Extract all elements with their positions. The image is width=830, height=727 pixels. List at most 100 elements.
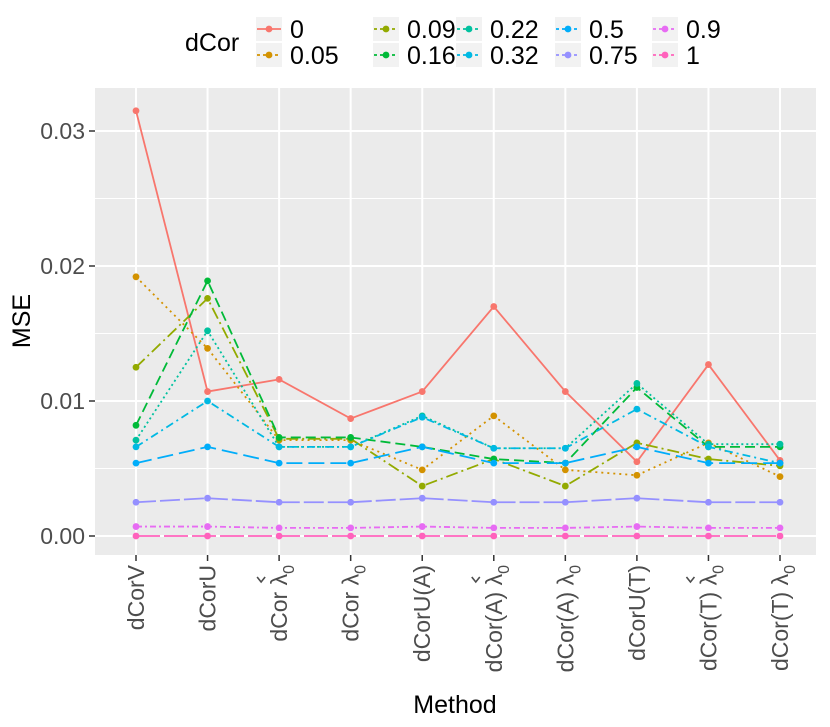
data-point: [418, 482, 426, 490]
series-0.75: [132, 494, 784, 506]
data-point: [275, 434, 283, 441]
legend-key-point: [465, 25, 473, 33]
legend-label: 0.09: [407, 16, 456, 44]
series-line-0.22: [135, 329, 780, 450]
data-point: [275, 459, 283, 467]
x-tick-label-subscript: 0: [567, 565, 584, 574]
legend-title: dCor: [185, 29, 239, 57]
data-point: [132, 363, 140, 371]
legend-label: 0.75: [589, 42, 638, 70]
series-line-0.5: [135, 445, 780, 465]
data-point: [561, 459, 569, 467]
data-point: [132, 523, 140, 530]
data-point: [204, 388, 211, 395]
y-axis-title: MSE: [8, 294, 36, 348]
data-point: [490, 303, 498, 310]
legend-key-point: [564, 51, 572, 59]
data-point: [418, 494, 426, 502]
data-point: [705, 498, 712, 506]
x-tick-label-subscript: 0: [710, 565, 727, 574]
data-point: [132, 107, 140, 115]
x-tick-label: dCorV: [123, 564, 149, 630]
x-tick-label: dCor λ0: [266, 565, 298, 642]
data-point: [490, 412, 498, 420]
legend-item-0.05: 0.05: [256, 42, 339, 70]
data-point: [633, 494, 641, 502]
legend-key-point: [465, 51, 473, 59]
x-tick-label-subscript: 0: [496, 565, 513, 574]
data-point: [633, 443, 641, 451]
data-point: [418, 532, 426, 540]
data-point: [776, 532, 784, 540]
legend-key-point: [661, 51, 669, 59]
series-line-0.9: [136, 525, 780, 529]
y-tick-label: 0.03: [40, 118, 85, 144]
legend-item-1: 1: [652, 42, 700, 70]
data-point: [490, 444, 498, 452]
legend-label: 0.32: [490, 42, 539, 70]
legend-label: 0.9: [686, 16, 721, 44]
data-point: [705, 361, 712, 368]
series-line-0.16: [135, 278, 780, 465]
legend-item-0.75: 0.75: [555, 42, 638, 70]
data-point: [418, 443, 426, 451]
data-point: [418, 413, 426, 421]
data-point: [418, 466, 426, 474]
data-point: [490, 524, 498, 532]
y-tick-label: 0.02: [40, 253, 85, 279]
legend-key-point: [382, 25, 390, 33]
series-line-0.32: [135, 399, 781, 464]
data-point: [204, 523, 211, 530]
series-0.5: [132, 443, 784, 467]
data-point: [776, 524, 784, 532]
data-point: [204, 295, 211, 302]
data-point: [705, 459, 712, 467]
x-tick-label: dCor(A) λ0: [552, 565, 584, 672]
series-line-0: [135, 110, 781, 464]
data-point: [275, 443, 283, 451]
x-tick-label: dCor λ0: [338, 565, 370, 642]
x-tick-label-lambda: λ: [552, 573, 578, 585]
x-tick-label: dCorU(T): [624, 565, 650, 661]
x-tick-label-main: dCor(A): [552, 585, 578, 672]
major-gridlines: [95, 88, 816, 555]
data-point: [776, 498, 784, 506]
data-point: [705, 443, 712, 451]
data-point: [347, 415, 355, 422]
data-point: [776, 459, 784, 467]
legend-key-point: [382, 51, 390, 59]
legend-label: 1: [686, 42, 700, 70]
series-line-0.75: [135, 497, 780, 504]
data-point: [633, 405, 641, 413]
data-point: [633, 458, 641, 466]
data-point: [204, 344, 211, 352]
legend-label: 0.16: [407, 42, 456, 70]
data-point: [490, 498, 498, 506]
x-tick-label-hat: [256, 576, 266, 584]
x-tick-label-lambda: λ: [266, 573, 292, 585]
data-point: [275, 498, 283, 506]
data-point: [561, 524, 569, 532]
x-tick-label-main: dCor: [338, 585, 364, 641]
x-tick-label-main: dCorU(T): [624, 565, 650, 661]
legend-key-point: [265, 25, 273, 33]
series-line-0.09: [135, 296, 781, 488]
x-tick-label-hat: [685, 576, 696, 584]
data-point: [132, 421, 140, 429]
data-point: [204, 327, 211, 335]
legend-item-0.32: 0.32: [456, 42, 539, 70]
data-point: [633, 380, 641, 387]
legend-label: 0.5: [589, 16, 624, 44]
x-axis-title: Method: [413, 691, 496, 719]
data-point: [204, 443, 211, 451]
data-point: [347, 459, 355, 467]
data-point: [633, 471, 641, 479]
data-point: [561, 482, 569, 490]
series-1: [132, 532, 784, 540]
y-axis: 0.00 0.01 0.02 0.03: [40, 118, 95, 549]
data-point: [132, 443, 140, 451]
x-tick-label-lambda: λ: [338, 573, 364, 585]
x-tick-label-subscript: 0: [782, 565, 799, 574]
data-point: [275, 376, 283, 383]
